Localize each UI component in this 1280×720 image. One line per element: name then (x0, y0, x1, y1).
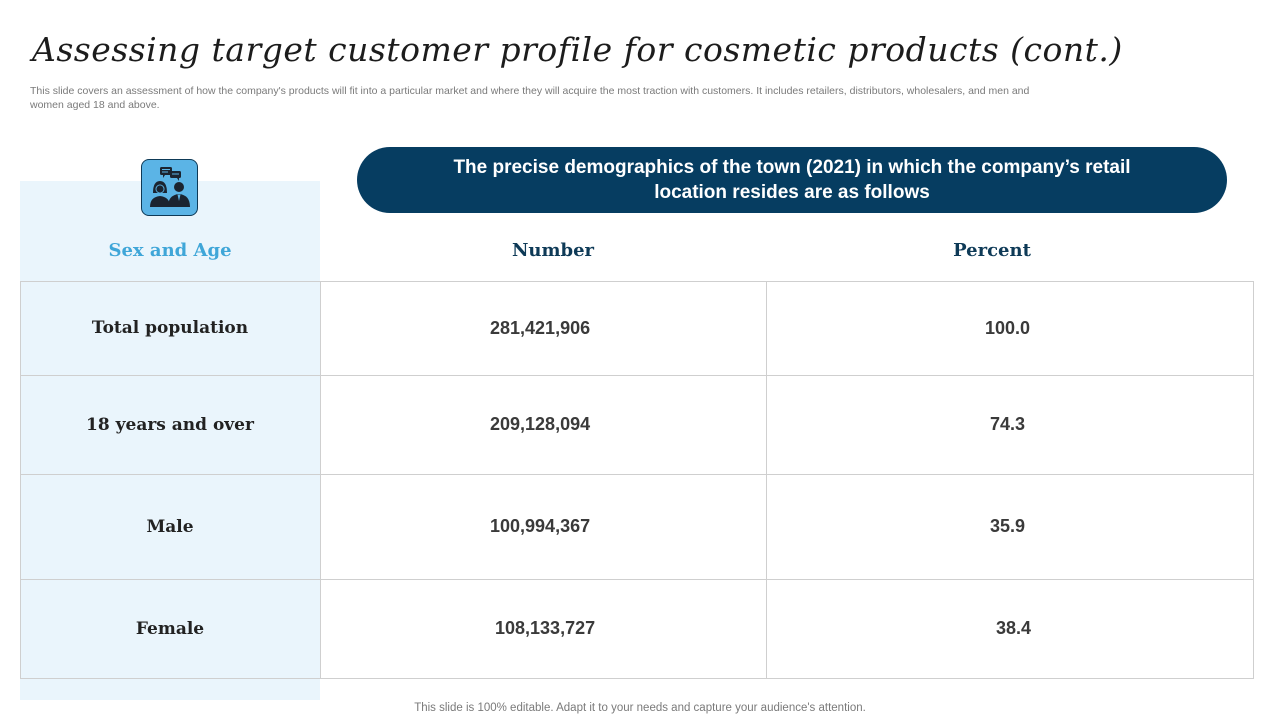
row-label-total-population: Total population (91, 318, 249, 338)
table-divider (20, 579, 1254, 580)
cell-percent-18-and-over: 74.3 (990, 414, 1026, 434)
cell-number-female: 108,133,727 (495, 618, 596, 638)
cell-number-total-population: 281,421,906 (490, 317, 591, 338)
row-label-male: Male (146, 516, 194, 537)
table-divider (20, 678, 1254, 679)
cell-percent-female: 38.4 (996, 618, 1032, 638)
header-number: Number (511, 240, 595, 261)
table-divider (320, 281, 321, 679)
header-sex-and-age: Sex and Age (108, 240, 232, 261)
cell-percent-total-population: 100.0 (985, 317, 1031, 338)
table-divider (1253, 281, 1254, 679)
people-conversation-icon (141, 159, 198, 216)
row-label-18-and-over: 18 years and over (86, 414, 254, 435)
header-percent: Percent (953, 240, 1031, 261)
cell-number-18-and-over: 209,128,094 (490, 414, 591, 434)
table-divider (20, 281, 21, 679)
table-divider (20, 281, 1254, 282)
slide-footer: This slide is 100% editable. Adapt it to… (414, 702, 866, 714)
table-divider (20, 474, 1254, 475)
demographics-table: Total population 281,421,906 100.0 18 ye… (20, 281, 1254, 679)
cell-percent-male: 35.9 (990, 516, 1026, 536)
slide-subtitle: This slide covers an assessment of how t… (30, 85, 1030, 111)
cell-number-male: 100,994,367 (490, 516, 591, 536)
slide-title: Assessing target customer profile for co… (32, 30, 1123, 69)
category-column-background (20, 181, 320, 700)
demographics-banner: The precise demographics of the town (20… (357, 147, 1227, 213)
table-divider (20, 375, 1254, 376)
banner-text: The precise demographics of the town (20… (453, 157, 1131, 203)
table-divider (766, 281, 767, 679)
row-label-female: Female (135, 618, 205, 639)
